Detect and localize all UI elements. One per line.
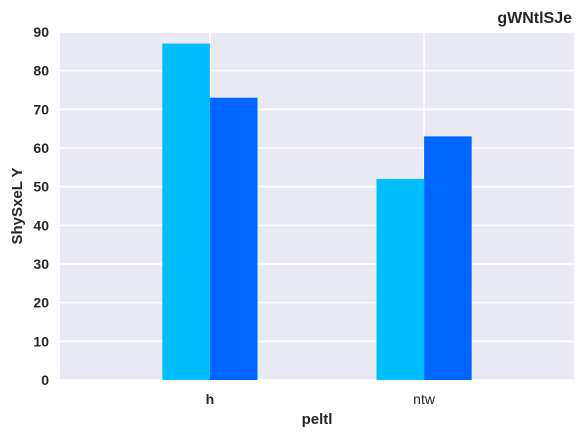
y-tick-label: 0 — [41, 372, 49, 388]
y-tick-label: 30 — [33, 256, 49, 272]
y-tick-label: 90 — [33, 24, 49, 40]
x-tick-label: h — [206, 391, 215, 407]
bar-series-2-h — [209, 97, 258, 380]
x-axis-title: peltl — [302, 411, 333, 428]
x-tick-label: ntw — [413, 391, 436, 407]
x-tick-labels: h ntw — [206, 391, 436, 407]
y-tick-label: 20 — [33, 295, 49, 311]
y-tick-label: 70 — [33, 101, 49, 117]
bar-series-1-ntw — [376, 178, 425, 380]
chart-title: gWNtlSJe — [497, 10, 572, 27]
y-axis-title: ShySxeL Y — [9, 168, 26, 245]
y-tick-labels: 0 10 20 30 40 50 60 70 80 90 — [33, 24, 49, 388]
y-tick-label: 60 — [33, 140, 49, 156]
y-tick-label: 80 — [33, 63, 49, 79]
bars — [162, 43, 472, 380]
y-tick-label: 40 — [33, 217, 49, 233]
y-gridlines — [60, 31, 574, 381]
bar-series-1-h — [162, 43, 210, 380]
bar-series-2-ntw — [424, 136, 472, 380]
plot-background — [60, 32, 574, 380]
y-tick-label: 10 — [33, 333, 49, 349]
y-tick-label: 50 — [33, 179, 49, 195]
